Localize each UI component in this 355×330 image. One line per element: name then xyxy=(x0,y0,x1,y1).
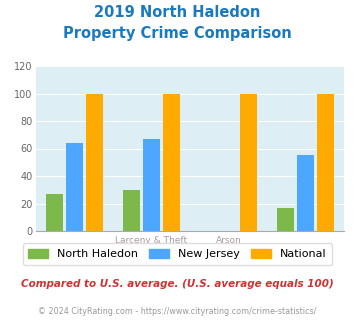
Bar xyxy=(66,143,83,231)
Bar xyxy=(277,208,294,231)
Bar xyxy=(143,139,160,231)
Text: Arson: Arson xyxy=(215,236,241,245)
Text: 2019 North Haledon: 2019 North Haledon xyxy=(94,5,261,20)
Text: Burglary: Burglary xyxy=(286,244,325,253)
Text: Larceny & Theft: Larceny & Theft xyxy=(115,236,187,245)
Legend: North Haledon, New Jersey, National: North Haledon, New Jersey, National xyxy=(23,243,332,265)
Text: © 2024 CityRating.com - https://www.cityrating.com/crime-statistics/: © 2024 CityRating.com - https://www.city… xyxy=(38,307,317,316)
Bar xyxy=(163,93,180,231)
Text: Property Crime Comparison: Property Crime Comparison xyxy=(63,26,292,41)
Bar xyxy=(123,190,140,231)
Text: Motor Vehicle Theft: Motor Vehicle Theft xyxy=(107,244,195,253)
Text: Compared to U.S. average. (U.S. average equals 100): Compared to U.S. average. (U.S. average … xyxy=(21,279,334,289)
Bar xyxy=(317,93,334,231)
Bar xyxy=(240,93,257,231)
Bar xyxy=(297,155,314,231)
Bar xyxy=(45,194,62,231)
Bar xyxy=(86,93,103,231)
Text: All Property Crime: All Property Crime xyxy=(33,244,115,253)
